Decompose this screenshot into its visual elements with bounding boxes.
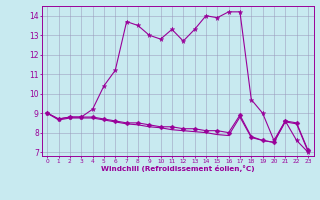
- X-axis label: Windchill (Refroidissement éolien,°C): Windchill (Refroidissement éolien,°C): [101, 165, 254, 172]
